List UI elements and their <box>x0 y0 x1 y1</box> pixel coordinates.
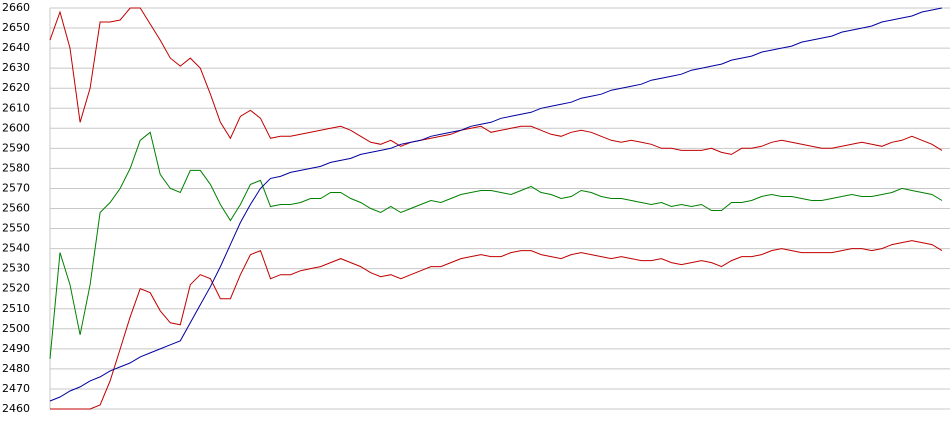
y-tick-label: 2460 <box>2 402 30 415</box>
y-tick-label: 2630 <box>2 61 30 74</box>
y-tick-label: 2540 <box>2 242 30 255</box>
y-tick-label: 2620 <box>2 81 30 94</box>
y-tick-label: 2480 <box>2 362 30 375</box>
y-tick-label: 2530 <box>2 262 30 275</box>
y-tick-label: 2470 <box>2 382 30 395</box>
y-tick-label: 2550 <box>2 222 30 235</box>
series-line <box>49 131 943 359</box>
y-tick-label: 2600 <box>2 121 30 134</box>
y-tick-label: 2560 <box>2 202 30 215</box>
y-tick-label: 2490 <box>2 342 30 355</box>
y-tick-label: 2570 <box>2 181 30 194</box>
y-tick-label: 2590 <box>2 141 30 154</box>
y-tick-label: 2640 <box>2 41 30 54</box>
y-tick-label: 2650 <box>2 21 30 34</box>
y-tick-label: 2580 <box>2 161 30 174</box>
series-line <box>49 7 943 402</box>
y-tick-label: 2510 <box>2 302 30 315</box>
series-line <box>49 7 943 155</box>
y-tick-label: 2500 <box>2 322 30 335</box>
y-tick-label: 2660 <box>2 1 30 14</box>
series-line <box>50 240 943 410</box>
y-tick-label: 2520 <box>2 282 30 295</box>
y-tick-label: 2610 <box>2 101 30 114</box>
